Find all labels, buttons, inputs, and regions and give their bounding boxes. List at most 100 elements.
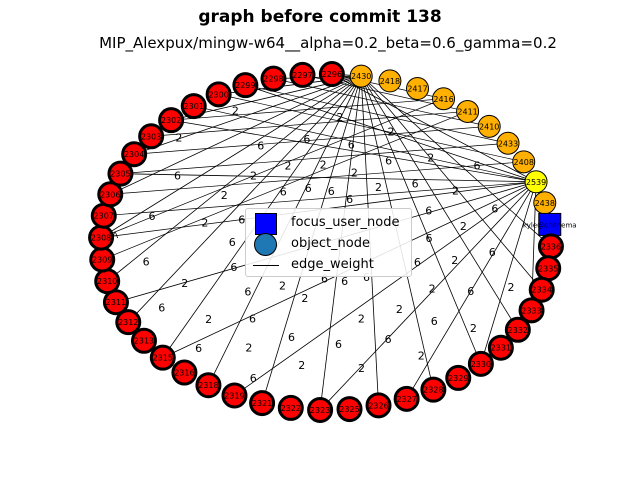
red-object-node [180,93,207,120]
node-label: 2311 [106,298,126,307]
edge-line [106,75,362,282]
node-label: 2301 [184,102,204,111]
edge-line [331,73,537,183]
edge-weight-label: 6 [412,177,419,190]
edge-label-layer: 6262626262626262626266262626622626626262… [143,104,515,384]
edge-weight-label: 2 [429,283,436,296]
edge-weight-label: 2 [396,303,403,316]
edge-line [100,98,444,238]
orange-object-node [378,69,402,93]
node-label: 2300 [208,90,228,99]
edge-line [245,84,509,144]
edge-weight-label: 6 [491,203,498,216]
node-label: 2333 [521,306,541,315]
edge-weight-label: 6 [346,193,353,206]
legend-row-focus: focus_user_node [246,213,411,235]
red-object-node [365,392,392,419]
edge-line [360,75,519,330]
edge-weight-label: 6 [426,232,433,245]
edge-weight-label: 2 [470,322,477,335]
edge-weight-label: 6 [305,182,312,195]
edge-weight-label: 2 [205,313,212,326]
node-label: 2299 [235,81,255,90]
edge-line-icon [253,265,279,266]
orange-object-node [477,114,501,138]
node-label: 2307 [94,212,114,221]
edge-weight-label: 2 [351,166,358,179]
edge-weight-label: 6 [321,272,328,285]
edge-weight-label: 6 [489,246,496,259]
edge-line [171,98,444,121]
edge-weight-label: 6 [363,271,370,284]
edge-weight-label: 2 [245,342,252,355]
edge-weight-label: 6 [431,315,438,328]
edge-weight-label: 2 [358,313,365,326]
edge-line [171,119,537,183]
node-label: 2321 [252,399,272,408]
edge-weight-label: 2 [388,126,395,139]
node-label: 2335 [538,264,558,273]
edge-line [234,181,537,396]
node-label: 2302 [161,116,181,125]
red-object-node [445,364,472,391]
object-circle-icon [254,233,277,256]
edge-weight-label: 2 [284,159,291,172]
node-label: 2297 [292,71,312,80]
edge-line [273,78,490,127]
red-object-node [467,350,494,377]
edge-weight-label: 6 [467,285,474,298]
node-label: 2310 [97,277,117,286]
orange-object-node [496,131,520,155]
edge-weight-label: 2 [181,277,188,290]
edge-line [245,84,537,183]
red-object-node [221,382,248,409]
red-object-node [289,61,316,88]
node-label: 2322 [281,404,301,413]
chart-title: graph before commit 138 [198,7,442,27]
edge-weight-label: 2 [279,279,286,292]
edge-weight-label: 6 [385,154,392,167]
node-label: 2325 [339,405,359,414]
node-label: 2309 [92,256,112,265]
edge-weight-label: 2 [358,362,365,375]
legend-edge-label: edge_weight [291,257,374,272]
node-label: 2433 [498,139,518,148]
edge-weight-label: 2 [507,281,514,294]
legend-row-edge: edge_weight [246,255,411,275]
node-label: 2303 [141,132,161,141]
edge-line [110,161,524,195]
legend-row-object: object_node [246,233,411,256]
edge-weight-label: 2 [427,151,434,164]
red-object-node [171,359,198,386]
edge-weight-label: 6 [280,186,287,199]
red-object-node [149,344,176,371]
edge-weight-label: 6 [244,286,251,299]
chart-subtitle: MIP_Alexpux/mingw-w64__alpha=0.2_beta=0.… [99,34,557,52]
red-object-node [307,396,334,423]
red-object-node [121,141,148,168]
red-object-node [318,61,345,88]
edge-weight-label: 2 [375,181,382,194]
edge-weight-label: 6 [195,342,202,355]
legend: focus_user_node object_node edge_weight [245,208,412,277]
node-label: 2539 [526,178,546,187]
red-object-node [232,72,259,99]
edge-line [120,173,537,183]
node-label: 2305 [110,170,130,179]
edge-weight-label: 6 [303,133,310,146]
edge-weight-label: 2 [451,254,458,267]
edge-weight-label: 2 [301,292,308,305]
node-label: 2315 [153,354,173,363]
edge-weight-label: 6 [238,214,245,227]
edge-weight-label: 2 [250,170,257,183]
yellow-object-node [524,170,548,194]
node-label: 2336 [541,242,561,251]
edge-weight-label: 2 [320,159,327,172]
orange-object-node [432,87,456,111]
node-label: 2334 [532,286,552,295]
edge-weight-label: 6 [414,256,421,269]
edge-line [100,75,362,238]
edge-weight-label: 6 [257,140,264,153]
